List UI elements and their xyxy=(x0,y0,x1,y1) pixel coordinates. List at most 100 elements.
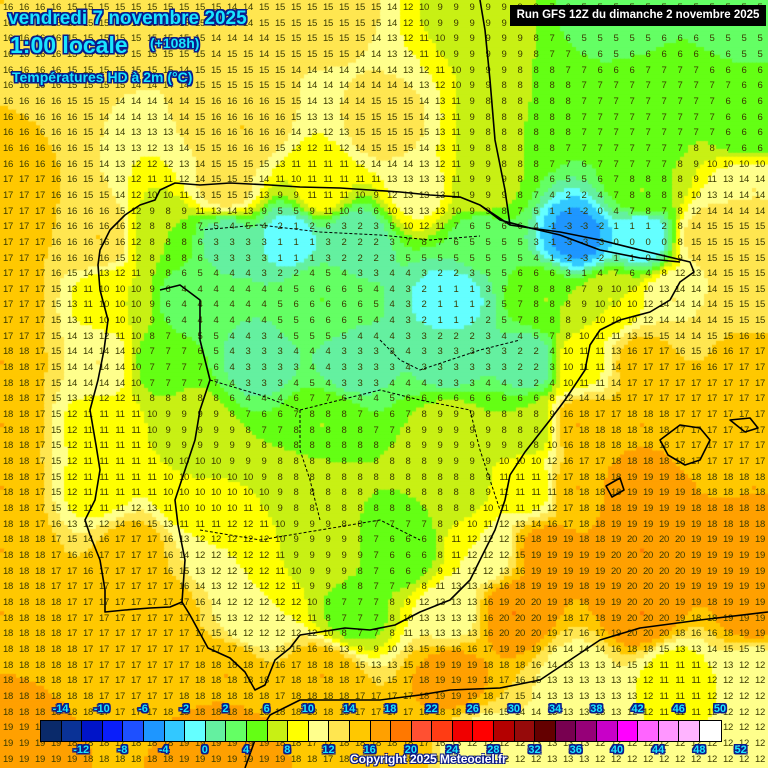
grid-value: 13 xyxy=(243,205,253,217)
grid-value: 10 xyxy=(179,471,189,483)
grid-value: 15 xyxy=(275,80,285,92)
grid-value: 17 xyxy=(147,659,157,671)
grid-value: 19 xyxy=(35,753,45,765)
grid-value: 13 xyxy=(67,315,77,327)
grid-value: 1 xyxy=(453,299,459,311)
grid-value: 18 xyxy=(19,565,29,577)
grid-value: 11 xyxy=(323,205,333,217)
grid-value: 16 xyxy=(451,643,461,655)
grid-value: 15 xyxy=(643,330,653,342)
grid-value: 11 xyxy=(99,503,109,514)
grid-value: 8 xyxy=(421,487,427,499)
grid-value: 14 xyxy=(211,48,221,60)
grid-value: -2 xyxy=(564,252,572,264)
grid-value: 18 xyxy=(67,690,77,702)
forecast-time: 1:00 locale xyxy=(10,32,128,58)
grid-value: 8 xyxy=(549,64,555,76)
grid-value: 19 xyxy=(547,612,557,624)
grid-value: 8 xyxy=(677,158,683,170)
grid-value: 17 xyxy=(739,409,749,421)
grid-value: 18 xyxy=(35,549,45,561)
grid-value: 15 xyxy=(755,252,765,264)
grid-value: 11 xyxy=(115,456,125,468)
grid-value: 17 xyxy=(707,440,717,452)
grid-value: 17 xyxy=(163,612,173,624)
grid-value: 19 xyxy=(675,581,685,593)
grid-value: 15 xyxy=(99,189,109,201)
grid-value: 19 xyxy=(35,737,45,749)
grid-value: 16 xyxy=(707,362,717,374)
grid-value: 6 xyxy=(325,283,331,295)
grid-value: 19 xyxy=(563,581,573,593)
grid-value: 4 xyxy=(613,205,619,217)
grid-value: 18 xyxy=(707,612,717,624)
grid-value: 2 xyxy=(421,299,427,311)
grid-value: 20 xyxy=(643,549,653,561)
grid-value: 3 xyxy=(245,252,251,264)
legend-label-bottom: 4 xyxy=(242,744,250,756)
grid-value: 6 xyxy=(341,315,347,327)
grid-value: 14 xyxy=(131,80,141,92)
grid-value: 16 xyxy=(19,111,29,123)
grid-value: 4 xyxy=(229,268,235,280)
grid-value: 18 xyxy=(627,456,637,468)
grid-value: 17 xyxy=(115,596,125,608)
grid-value: 15 xyxy=(131,33,141,45)
grid-value: 15 xyxy=(739,299,749,311)
grid-value: 10 xyxy=(563,362,573,374)
grid-value: 17 xyxy=(51,534,61,546)
grid-value: 17 xyxy=(691,409,701,421)
grid-value: 16 xyxy=(483,706,493,718)
grid-value: 8 xyxy=(693,142,699,154)
grid-value: 11 xyxy=(499,503,509,514)
grid-value: 17 xyxy=(707,456,717,468)
grid-value: 17 xyxy=(691,440,701,452)
grid-value: 19 xyxy=(51,753,61,765)
grid-value: 17 xyxy=(99,628,109,640)
grid-value: 12 xyxy=(243,534,253,546)
grid-value: 11 xyxy=(275,174,285,186)
grid-value: 14 xyxy=(371,33,381,45)
grid-value: 15 xyxy=(51,487,61,499)
grid-value: 8 xyxy=(389,612,395,624)
grid-value: 7 xyxy=(693,111,699,123)
grid-value: 14 xyxy=(659,299,669,311)
grid-value: 12 xyxy=(99,518,109,530)
legend-swatch xyxy=(61,721,83,741)
grid-value: 19 xyxy=(211,737,221,749)
grid-value: 18 xyxy=(3,518,13,530)
grid-value: 18 xyxy=(627,440,637,452)
grid-value: 4 xyxy=(293,377,299,389)
grid-value: 8 xyxy=(389,456,395,468)
grid-value: 13 xyxy=(579,659,589,671)
grid-value: 6 xyxy=(389,534,395,546)
grid-value: 8 xyxy=(501,95,507,107)
grid-value: 10 xyxy=(195,487,205,499)
grid-value: 10 xyxy=(435,48,445,60)
grid-value: 17 xyxy=(723,424,733,436)
grid-value: 12 xyxy=(467,549,477,561)
grid-value: 8 xyxy=(341,581,347,593)
grid-value: 18 xyxy=(3,690,13,702)
grid-value: 17 xyxy=(99,596,109,608)
grid-value: 16 xyxy=(3,48,13,60)
grid-value: 1 xyxy=(437,315,443,327)
grid-value: 18 xyxy=(323,690,333,702)
grid-value: 9 xyxy=(453,518,459,530)
grid-value: 16 xyxy=(259,127,269,139)
grid-value: 15 xyxy=(659,330,669,342)
grid-value: 15 xyxy=(115,252,125,264)
legend-label-top: 30 xyxy=(507,703,521,715)
grid-value: 8 xyxy=(341,440,347,452)
grid-value: 16 xyxy=(227,111,237,123)
grid-value: 13 xyxy=(435,127,445,139)
grid-value: 8 xyxy=(373,503,379,514)
grid-value: 11 xyxy=(451,95,461,107)
grid-value: 9 xyxy=(693,174,699,186)
grid-value: 18 xyxy=(563,612,573,624)
grid-value: 4 xyxy=(245,330,251,342)
grid-value: 11 xyxy=(531,487,541,499)
grid-value: 7 xyxy=(517,315,523,327)
grid-value: 6 xyxy=(677,33,683,45)
grid-value: 3 xyxy=(405,299,411,311)
